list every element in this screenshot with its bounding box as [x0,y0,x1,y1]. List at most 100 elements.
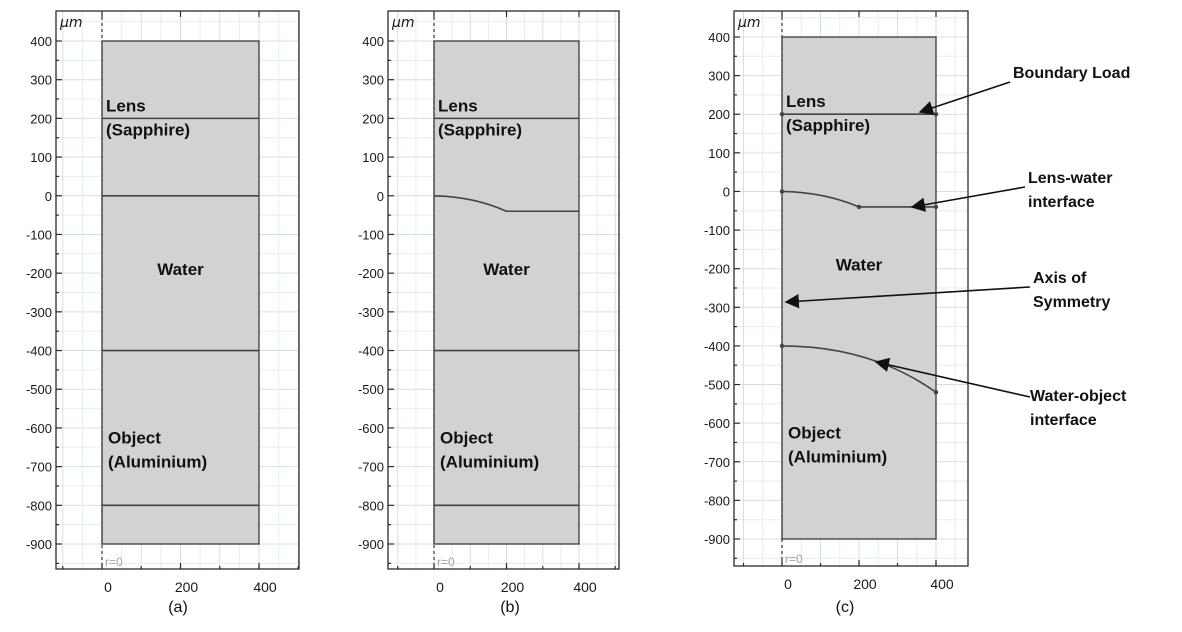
annotation-arrow [874,357,1031,398]
y-tick-label: -600 [358,421,384,436]
x-tick-label: 0 [104,579,112,595]
y-tick-label: -300 [358,305,384,320]
unit-label: μm [737,15,761,31]
vertex-point [779,343,785,349]
panel-b: μm 400 300 200 100 0 -100 -200 -300 -400 -500 -600 -… [358,10,620,616]
vertex-point [779,112,785,117]
water-label: Water [157,260,204,279]
y-tick-label: -800 [704,493,730,508]
y-tick-label: 0 [723,184,730,199]
y-tick-label: 400 [30,34,52,49]
y-tick-label: -700 [358,460,384,475]
panel-caption: (c) [836,599,855,616]
y-tick-label: -400 [704,339,730,354]
lens-label: Lens [786,92,826,111]
y-tick-label: -500 [704,378,730,393]
vertex-point [933,204,939,210]
unit-label: μm [59,15,83,31]
annotation-label: Lens-water [1028,170,1112,187]
x-tick-label: 200 [175,579,199,595]
domain-rect [433,40,580,545]
object-label: Object [788,424,841,443]
y-tick-label: -900 [26,537,52,552]
y-tick-label: 300 [30,73,52,88]
x-tick-label: 400 [930,576,954,592]
y-tick-label: 300 [362,73,384,88]
lens-material-label: (Sapphire) [438,120,522,139]
unit-label: μm [391,15,415,31]
annotation-arrow [910,186,1026,212]
y-tick-label: -200 [26,266,52,281]
origin-label: r=0 [785,552,803,566]
origin-label: r=0 [437,555,455,569]
y-tick-label: 400 [362,34,384,49]
y-tick-label: -800 [26,498,52,513]
water-object-interface [781,345,937,393]
y-tick-label: -300 [704,300,730,315]
vertex-point [779,189,785,194]
annotation-label: Axis of [1033,270,1087,287]
plot-frame [55,10,300,570]
lens-material-label: (Sapphire) [106,120,190,139]
origin-label: r=0 [105,555,123,569]
object-material-label: (Aluminium) [108,452,207,471]
object-material-label: (Aluminium) [788,448,887,467]
y-tick-label: 200 [30,111,52,126]
y-tick-label: -700 [704,455,730,470]
y-tick-label: -400 [26,344,52,359]
panel-caption: (a) [168,599,188,616]
y-tick-label: -900 [358,537,384,552]
y-tick-label: -600 [26,421,52,436]
panel-a: μm 400 300 200 100 0 -100 -200 -300 -400 -500 -600 -… [26,10,300,616]
panel-caption: (b) [500,599,520,616]
object-material-label: (Aluminium) [440,452,539,471]
y-tick-label: -700 [26,460,52,475]
y-tick-label: -800 [358,498,384,513]
x-tick-label: 0 [784,576,792,592]
annotation-arrow [918,81,1011,115]
annotation-label: Symmetry [1033,294,1110,311]
vertex-point [933,112,939,117]
panel-c-annotations: Boundary Load Lens-water interface Axis of S… [784,65,1130,429]
y-tick-label: -200 [704,262,730,277]
y-tick-label: -500 [358,382,384,397]
panel-c: μm 400 300 200 100 0 -100 -200 -300 -400 -500 -600 -… [704,10,969,616]
x-tick-label: 200 [853,576,877,592]
annotation-arrow [784,286,1031,309]
domain-rect [101,40,260,545]
object-label: Object [108,428,161,447]
lens-label: Lens [438,96,478,115]
y-tick-label: 200 [362,111,384,126]
annotation-label: interface [1028,194,1095,211]
annotation-label: Water-object [1030,388,1127,405]
x-tick-label: 400 [253,579,277,595]
y-tick-label: -100 [704,223,730,238]
annotation-label: Boundary Load [1013,65,1130,82]
y-tick-label: -100 [26,227,52,242]
y-tick-label: 100 [30,150,52,165]
y-tick-label: 0 [377,189,384,204]
lens-water-interface [433,194,579,213]
annotation-label: interface [1030,412,1097,429]
lens-material-label: (Sapphire) [786,116,870,135]
y-tick-label: -100 [358,227,384,242]
y-tick-label: -400 [358,344,384,359]
vertex-point [933,390,939,395]
y-tick-label: 0 [45,189,52,204]
y-tick-label: -600 [704,416,730,431]
y-tick-label: 100 [708,146,730,161]
y-tick-label: -300 [26,305,52,320]
y-tick-label: -200 [358,266,384,281]
x-tick-label: 0 [436,579,444,595]
y-tick-label: 300 [708,69,730,84]
object-label: Object [440,428,493,447]
y-tick-label: 200 [708,107,730,122]
vertex-point [856,204,862,210]
plot-frame [387,10,620,570]
x-tick-label: 200 [501,579,525,595]
water-label: Water [483,260,530,279]
y-tick-label: 100 [362,150,384,165]
y-tick-label: -900 [704,532,730,547]
y-tick-label: 400 [708,30,730,45]
